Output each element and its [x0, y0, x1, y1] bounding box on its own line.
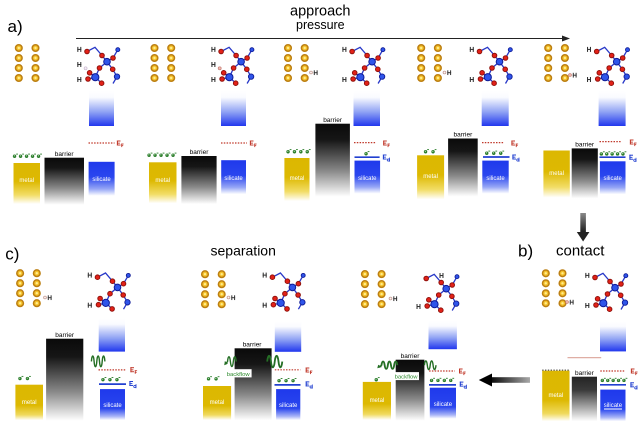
- svg-text:silicate: silicate: [358, 176, 377, 182]
- svg-text:silicate: silicate: [434, 402, 453, 408]
- svg-text:pressure: pressure: [296, 18, 345, 32]
- svg-text:metal: metal: [22, 400, 37, 406]
- svg-text:barrier: barrier: [401, 353, 421, 360]
- svg-text:metal: metal: [548, 393, 563, 399]
- svg-text:separation: separation: [211, 242, 276, 258]
- svg-text:b): b): [518, 242, 533, 261]
- svg-text:backflow: backflow: [227, 372, 251, 378]
- svg-text:silicate: silicate: [224, 176, 243, 182]
- svg-text:barrier: barrier: [55, 151, 75, 158]
- svg-text:barrier: barrier: [575, 370, 595, 377]
- svg-text:approach: approach: [290, 4, 350, 20]
- svg-text:silicate: silicate: [103, 403, 122, 409]
- svg-text:metal: metal: [370, 398, 385, 404]
- svg-text:barrier: barrier: [575, 141, 595, 148]
- svg-text:barrier: barrier: [55, 332, 75, 339]
- svg-text:silicate: silicate: [279, 403, 298, 409]
- svg-text:metal: metal: [155, 178, 170, 184]
- svg-text:metal: metal: [549, 171, 564, 177]
- svg-text:metal: metal: [19, 178, 34, 184]
- svg-text:barrier: barrier: [190, 149, 210, 156]
- svg-text:silicate: silicate: [92, 177, 111, 183]
- svg-text:metal: metal: [423, 174, 438, 180]
- svg-text:silicate: silicate: [604, 403, 623, 409]
- svg-text:barrier: barrier: [454, 132, 474, 139]
- svg-text:barrier: barrier: [323, 117, 343, 124]
- svg-text:c): c): [5, 244, 19, 263]
- svg-text:metal: metal: [210, 400, 225, 406]
- svg-text:silicate: silicate: [486, 176, 505, 182]
- svg-text:metal: metal: [290, 176, 305, 182]
- svg-text:barrier: barrier: [243, 342, 263, 349]
- svg-text:contact: contact: [556, 243, 605, 260]
- svg-text:backflow: backflow: [395, 375, 419, 381]
- svg-text:silicate: silicate: [604, 176, 623, 182]
- svg-text:a): a): [8, 17, 23, 36]
